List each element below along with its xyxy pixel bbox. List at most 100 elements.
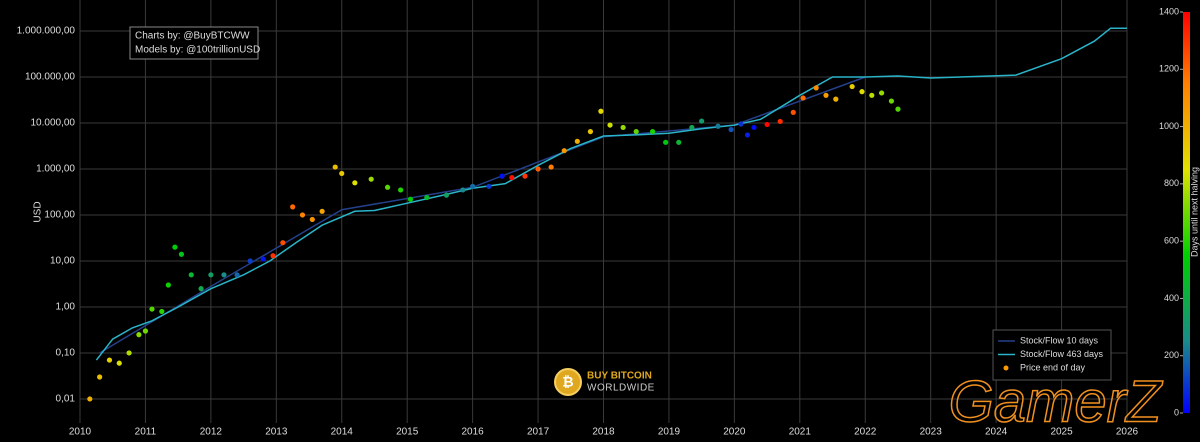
price-point	[499, 173, 505, 179]
price-point	[535, 166, 541, 172]
sf-line	[95, 27, 1127, 361]
price-point	[443, 192, 450, 198]
price-point	[470, 183, 476, 189]
price-point	[352, 180, 358, 186]
price-point	[270, 253, 276, 259]
price-point	[728, 126, 734, 133]
price-point	[178, 251, 185, 257]
price-point	[522, 173, 528, 179]
x-tick-label: 2015	[396, 427, 419, 438]
price-point	[689, 124, 695, 131]
price-point	[833, 96, 839, 102]
x-tick-label: 2017	[527, 427, 550, 438]
colorbar-tick-label: 1400	[1159, 6, 1179, 16]
price-point	[198, 286, 204, 292]
price-point	[895, 106, 901, 112]
x-tick-label: 2026	[1116, 427, 1139, 438]
x-tick-label: 2010	[69, 427, 92, 438]
colorbar-tick-label: 800	[1164, 178, 1179, 188]
price-point	[221, 272, 227, 278]
price-point	[800, 95, 806, 101]
price-point	[309, 216, 315, 223]
price-point	[234, 272, 240, 278]
colorbar-label: Days until next halving	[1189, 167, 1199, 257]
price-point	[486, 183, 492, 189]
y-tick-label: 100.000,00	[25, 72, 75, 83]
colorbar-tick-label: 400	[1164, 293, 1179, 303]
price-point	[332, 164, 338, 170]
colorbar-tick-label: 600	[1164, 236, 1179, 246]
price-point	[744, 132, 751, 138]
price-point	[142, 328, 149, 334]
y-tick-label: 10.000,00	[31, 118, 76, 129]
x-tick-label: 2019	[658, 427, 681, 438]
price-point	[299, 212, 306, 218]
annotation: Charts by: @BuyBTCWW	[135, 31, 250, 42]
price-point	[165, 282, 171, 288]
watermark-text: BUY BITCOIN	[587, 371, 652, 382]
price-point	[509, 174, 515, 181]
y-tick-label: 1.000,00	[36, 164, 75, 175]
price-point	[398, 187, 404, 193]
price-point	[598, 108, 604, 114]
x-tick-label: 2013	[265, 427, 288, 438]
x-tick-label: 2014	[331, 427, 354, 438]
watermark-logo: ₿ BUY BITCOIN WORLDWIDE	[554, 368, 655, 396]
x-tick-label: 2011	[135, 427, 157, 438]
y-tick-label: 1.000.000,00	[17, 26, 76, 37]
price-point	[159, 308, 165, 315]
price-point	[172, 244, 178, 250]
logo-circle	[554, 368, 582, 396]
price-point	[149, 306, 155, 312]
price-point	[764, 121, 770, 128]
x-tick-label: 2024	[985, 427, 1008, 438]
overlay-watermark: GamerZ	[949, 369, 1164, 434]
price-point	[319, 208, 325, 214]
price-point	[97, 374, 103, 380]
y-tick-label: 0,10	[56, 348, 76, 359]
price-point	[649, 128, 656, 135]
price-point	[587, 128, 594, 135]
price-point	[715, 123, 721, 129]
annotation: Models by: @100trillionUSD	[135, 45, 260, 56]
price-point	[126, 350, 132, 356]
price-point	[247, 258, 253, 264]
colorbar-tick-label: 1000	[1159, 121, 1179, 131]
x-tick-label: 2025	[1050, 427, 1073, 438]
y-axis-label: USD	[33, 201, 44, 222]
colorbar-tick-label: 0	[1174, 407, 1179, 417]
price-point	[87, 396, 93, 402]
price-point	[823, 92, 829, 98]
colorbar-tick-label: 1200	[1159, 64, 1179, 74]
x-tick-label: 2012	[200, 427, 223, 438]
price-point	[738, 121, 744, 127]
price-point	[561, 148, 567, 154]
price-point	[676, 139, 682, 145]
price-point	[106, 357, 113, 363]
y-tick-label: 1,00	[56, 302, 76, 313]
price-point	[460, 187, 466, 193]
y-tick-label: 0,01	[56, 394, 76, 405]
x-tick-label: 2018	[592, 427, 615, 438]
price-point	[548, 164, 554, 170]
legend-swatch	[1003, 365, 1009, 371]
annotation-box	[129, 26, 259, 60]
price-point	[280, 240, 286, 246]
x-tick-label: 2023	[920, 427, 943, 438]
price-point	[136, 332, 142, 338]
price-point	[849, 83, 855, 90]
price-point	[188, 272, 194, 278]
x-tick-label: 2020	[723, 427, 746, 438]
y-tick-label: 100,00	[44, 210, 75, 221]
watermark-text: WORLDWIDE	[587, 383, 655, 394]
price-point	[879, 90, 885, 96]
price-point	[208, 272, 214, 278]
price-point	[869, 92, 875, 98]
price-point	[859, 89, 865, 95]
legend-label: Stock/Flow 463 days	[1020, 349, 1104, 359]
price-point	[633, 128, 639, 135]
price-point	[607, 122, 613, 128]
x-tick-label: 2022	[854, 427, 877, 438]
price-point	[290, 204, 296, 210]
